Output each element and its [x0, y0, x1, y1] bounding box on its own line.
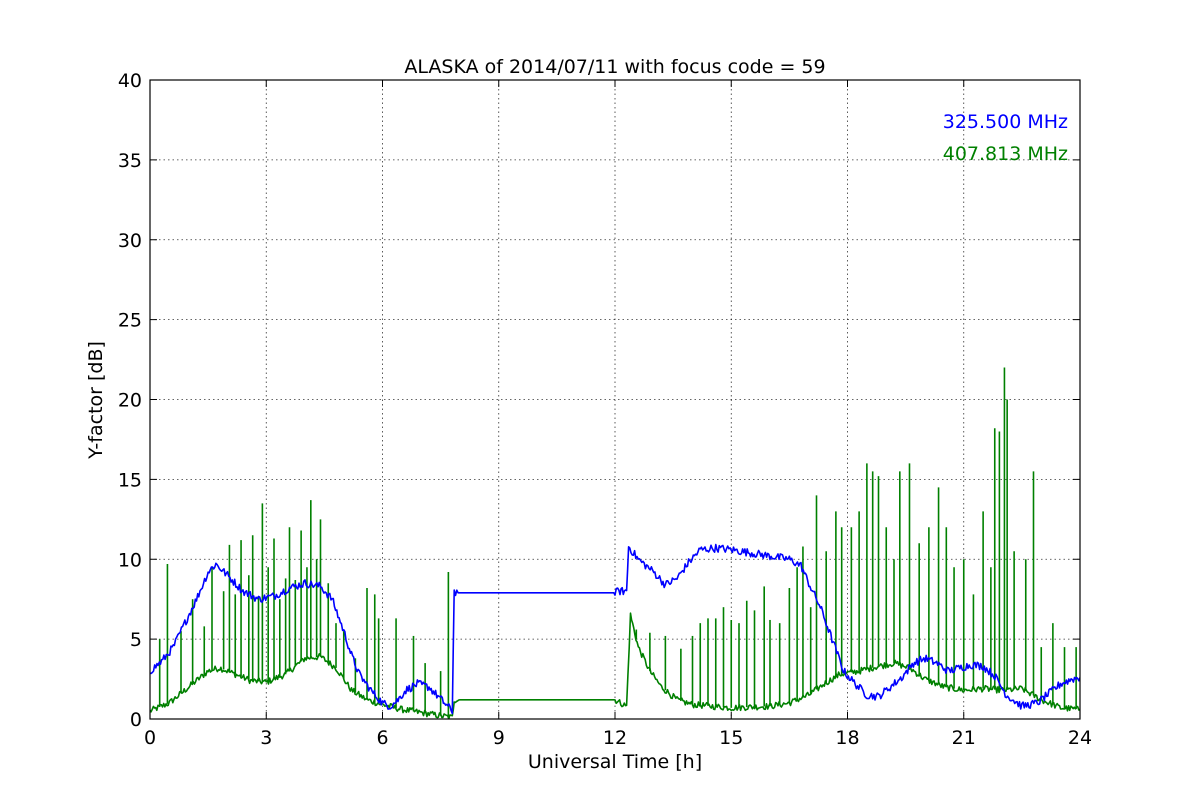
y-tick-label: 25 [118, 310, 142, 332]
series-line-325-mhz [150, 543, 1080, 715]
x-tick-label: 21 [952, 727, 976, 749]
y-tick-label: 10 [118, 549, 142, 571]
legend-entry-407-mhz: 407.813 MHz [943, 143, 1068, 165]
x-tick-label: 12 [603, 727, 627, 749]
chart-title: ALASKA of 2014/07/11 with focus code = 5… [404, 56, 825, 78]
y-tick-label: 20 [118, 390, 142, 412]
series-line-407-mhz [150, 612, 1080, 719]
x-tick-label: 18 [835, 727, 859, 749]
y-tick-label: 15 [118, 469, 142, 491]
x-tick-label: 0 [144, 727, 156, 749]
y-axis-label: Y-factor [dB] [85, 341, 107, 460]
y-tick-label: 0 [130, 709, 142, 731]
x-axis-label: Universal Time [h] [528, 751, 702, 773]
y-tick-label: 40 [118, 70, 142, 92]
y-tick-label: 35 [118, 150, 142, 172]
x-tick-label: 6 [376, 727, 388, 749]
ticks: 0 3 6 9 12 15 18 21 24 0 5 10 15 20 25 30 35 40 [118, 70, 1092, 749]
x-tick-label: 24 [1068, 727, 1092, 749]
x-tick-label: 9 [493, 727, 505, 749]
plot-area [150, 367, 1080, 719]
legend-entry-325-mhz: 325.500 MHz [943, 111, 1068, 133]
y-tick-label: 5 [130, 629, 142, 651]
y-tick-label: 30 [118, 230, 142, 252]
x-tick-label: 15 [719, 727, 743, 749]
x-tick-label: 3 [260, 727, 272, 749]
legend: 325.500 MHz 407.813 MHz [943, 111, 1068, 165]
